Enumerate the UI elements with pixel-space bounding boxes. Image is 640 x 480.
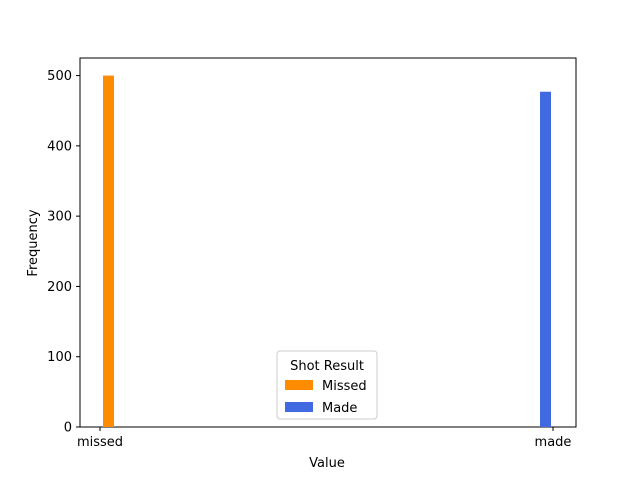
- x-axis: missed made: [77, 427, 571, 450]
- legend-label-made: Made: [322, 401, 357, 416]
- x-axis-label: Value: [309, 456, 345, 471]
- y-tick-label: 0: [64, 421, 72, 436]
- bars-group: [103, 75, 551, 428]
- x-tick-label-made: made: [535, 435, 572, 450]
- bar-made: [540, 91, 551, 427]
- legend-swatch-missed: [285, 380, 313, 390]
- bar-missed: [103, 75, 114, 428]
- y-axis: 0 100 200 300 400 500: [47, 69, 80, 436]
- legend-title: Shot Result: [290, 359, 364, 374]
- legend-swatch-made: [285, 402, 313, 412]
- y-tick-label: 400: [47, 139, 72, 154]
- y-tick-label: 100: [47, 350, 72, 365]
- y-tick-label: 500: [47, 69, 72, 84]
- y-axis-label: Frequency: [26, 209, 41, 276]
- plot-frame: [79, 57, 577, 428]
- plot-area: [79, 57, 577, 428]
- legend-label-missed: Missed: [322, 379, 367, 394]
- legend: Shot Result Missed Made: [276, 350, 378, 420]
- y-tick-label: 300: [47, 210, 72, 225]
- y-tick-label: 200: [47, 280, 72, 295]
- x-tick-label-missed: missed: [77, 435, 123, 450]
